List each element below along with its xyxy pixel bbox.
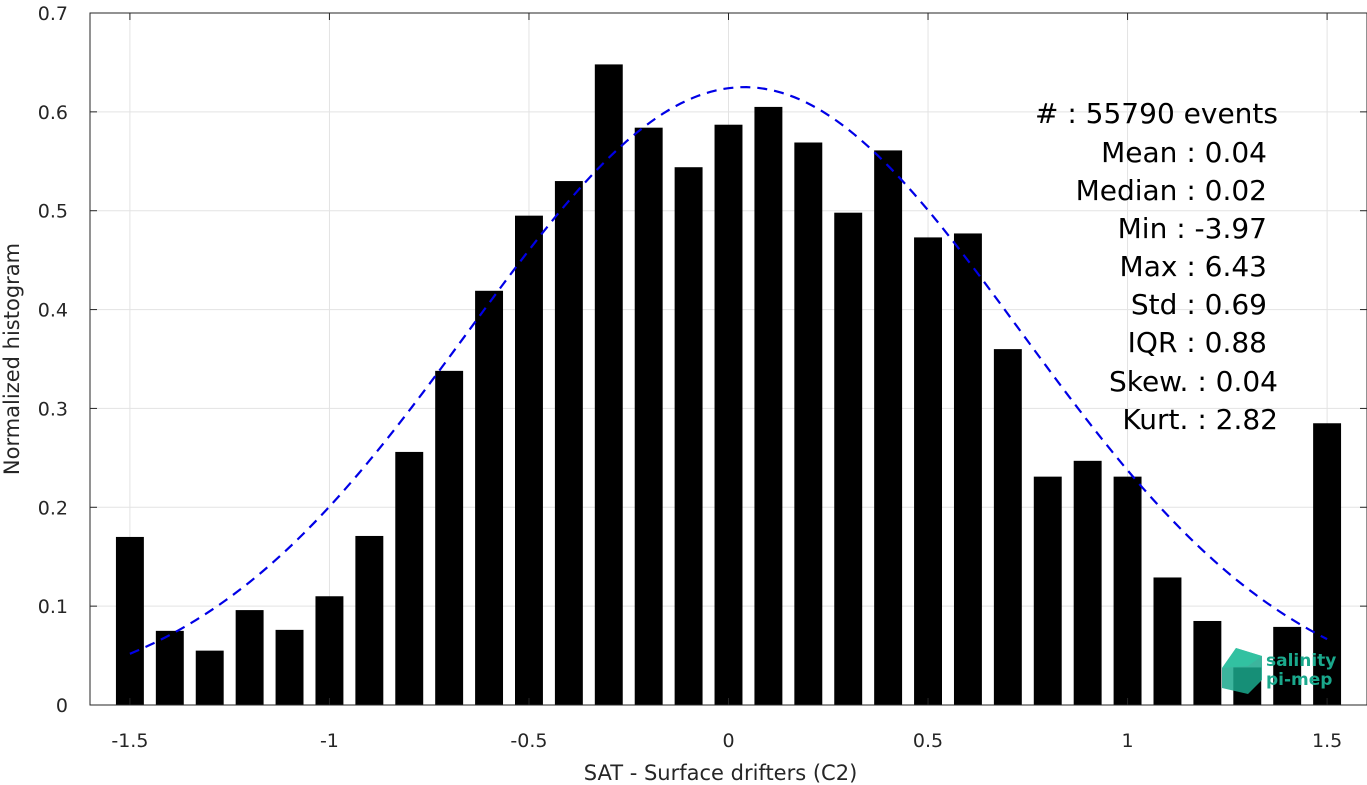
histogram-bar bbox=[874, 150, 903, 705]
logo-cube-face-icon bbox=[1222, 648, 1262, 668]
salinity-pi-mep-logo: salinity pi-mep bbox=[1222, 648, 1336, 694]
stat-min: Min : -3.97 bbox=[1118, 212, 1267, 245]
x-tick-label: 0.5 bbox=[913, 730, 943, 752]
y-tick-label: 0.7 bbox=[38, 3, 68, 25]
histogram-bar bbox=[515, 215, 543, 705]
histogram-bar bbox=[1193, 620, 1222, 705]
bars bbox=[115, 64, 1342, 706]
histogram-bar bbox=[634, 127, 663, 705]
histogram-bar bbox=[834, 212, 863, 706]
y-tick-label: 0.1 bbox=[38, 596, 68, 618]
histogram-bar bbox=[594, 64, 623, 706]
histogram-bar bbox=[355, 535, 384, 705]
histogram-bar bbox=[235, 610, 264, 705]
histogram-bar bbox=[914, 237, 942, 706]
x-tick-label: -0.5 bbox=[510, 730, 547, 752]
histogram-bar bbox=[395, 451, 424, 705]
histogram-bar bbox=[435, 370, 464, 705]
histogram-bar bbox=[754, 106, 783, 705]
logo-line2: pi-mep bbox=[1266, 670, 1332, 690]
histogram-bar bbox=[315, 596, 344, 705]
stat-events: # : 55790 events bbox=[1035, 97, 1278, 130]
histogram-bar bbox=[714, 124, 743, 706]
histogram-bar bbox=[794, 142, 823, 705]
y-tick-label: 0.4 bbox=[38, 300, 68, 322]
histogram-bar bbox=[195, 650, 224, 705]
histogram-bar bbox=[993, 349, 1022, 705]
x-tick-labels: -1.5 -1 -0.5 0 0.5 1 1.5 bbox=[111, 730, 1342, 752]
histogram-bar bbox=[554, 181, 583, 706]
histogram-bar bbox=[1073, 460, 1102, 705]
histogram-bar bbox=[1153, 577, 1182, 705]
histogram-bar bbox=[275, 629, 304, 705]
y-tick-label: 0.5 bbox=[38, 201, 68, 223]
stat-std: Std : 0.69 bbox=[1131, 288, 1267, 321]
x-axis-label: SAT - Surface drifters (C2) bbox=[584, 761, 858, 785]
x-tick-label: 0 bbox=[722, 730, 734, 752]
y-tick-labels: 0 0.1 0.2 0.3 0.4 0.5 0.6 0.7 bbox=[38, 3, 68, 717]
histogram-bar bbox=[155, 630, 184, 705]
gaussian-fit-curve bbox=[129, 86, 1328, 655]
histogram-bar bbox=[674, 167, 703, 705]
x-tick-label: 1 bbox=[1122, 730, 1134, 752]
x-tick-label: 1.5 bbox=[1312, 730, 1342, 752]
statistics-annotations: # : 55790 events Mean : 0.04 Median : 0.… bbox=[1035, 97, 1278, 436]
logo-line1: salinity bbox=[1266, 651, 1336, 671]
stat-max: Max : 6.43 bbox=[1120, 250, 1267, 283]
axis-ticks bbox=[90, 12, 1367, 706]
y-tick-label: 0.3 bbox=[38, 398, 68, 420]
x-tick-label: -1 bbox=[320, 730, 339, 752]
histogram-bar bbox=[1113, 476, 1142, 705]
stat-skew: Skew. : 0.04 bbox=[1109, 365, 1278, 398]
histogram-bar bbox=[1033, 476, 1062, 705]
y-tick-label: 0.6 bbox=[38, 102, 68, 124]
histogram-bar bbox=[1273, 626, 1302, 705]
stat-median: Median : 0.02 bbox=[1076, 174, 1267, 207]
stat-kurt: Kurt. : 2.82 bbox=[1122, 403, 1278, 436]
stat-mean: Mean : 0.04 bbox=[1101, 136, 1267, 169]
x-tick-label: -1.5 bbox=[111, 730, 148, 752]
stat-iqr: IQR : 0.88 bbox=[1128, 326, 1267, 359]
y-tick-label: 0.2 bbox=[38, 497, 68, 519]
histogram-bar bbox=[953, 233, 982, 706]
y-axis-label: Normalized histogram bbox=[0, 243, 24, 475]
histogram-bar bbox=[115, 536, 144, 705]
histogram-bar bbox=[1313, 423, 1342, 705]
y-tick-label: 0 bbox=[56, 695, 68, 717]
histogram-bar bbox=[475, 290, 504, 705]
